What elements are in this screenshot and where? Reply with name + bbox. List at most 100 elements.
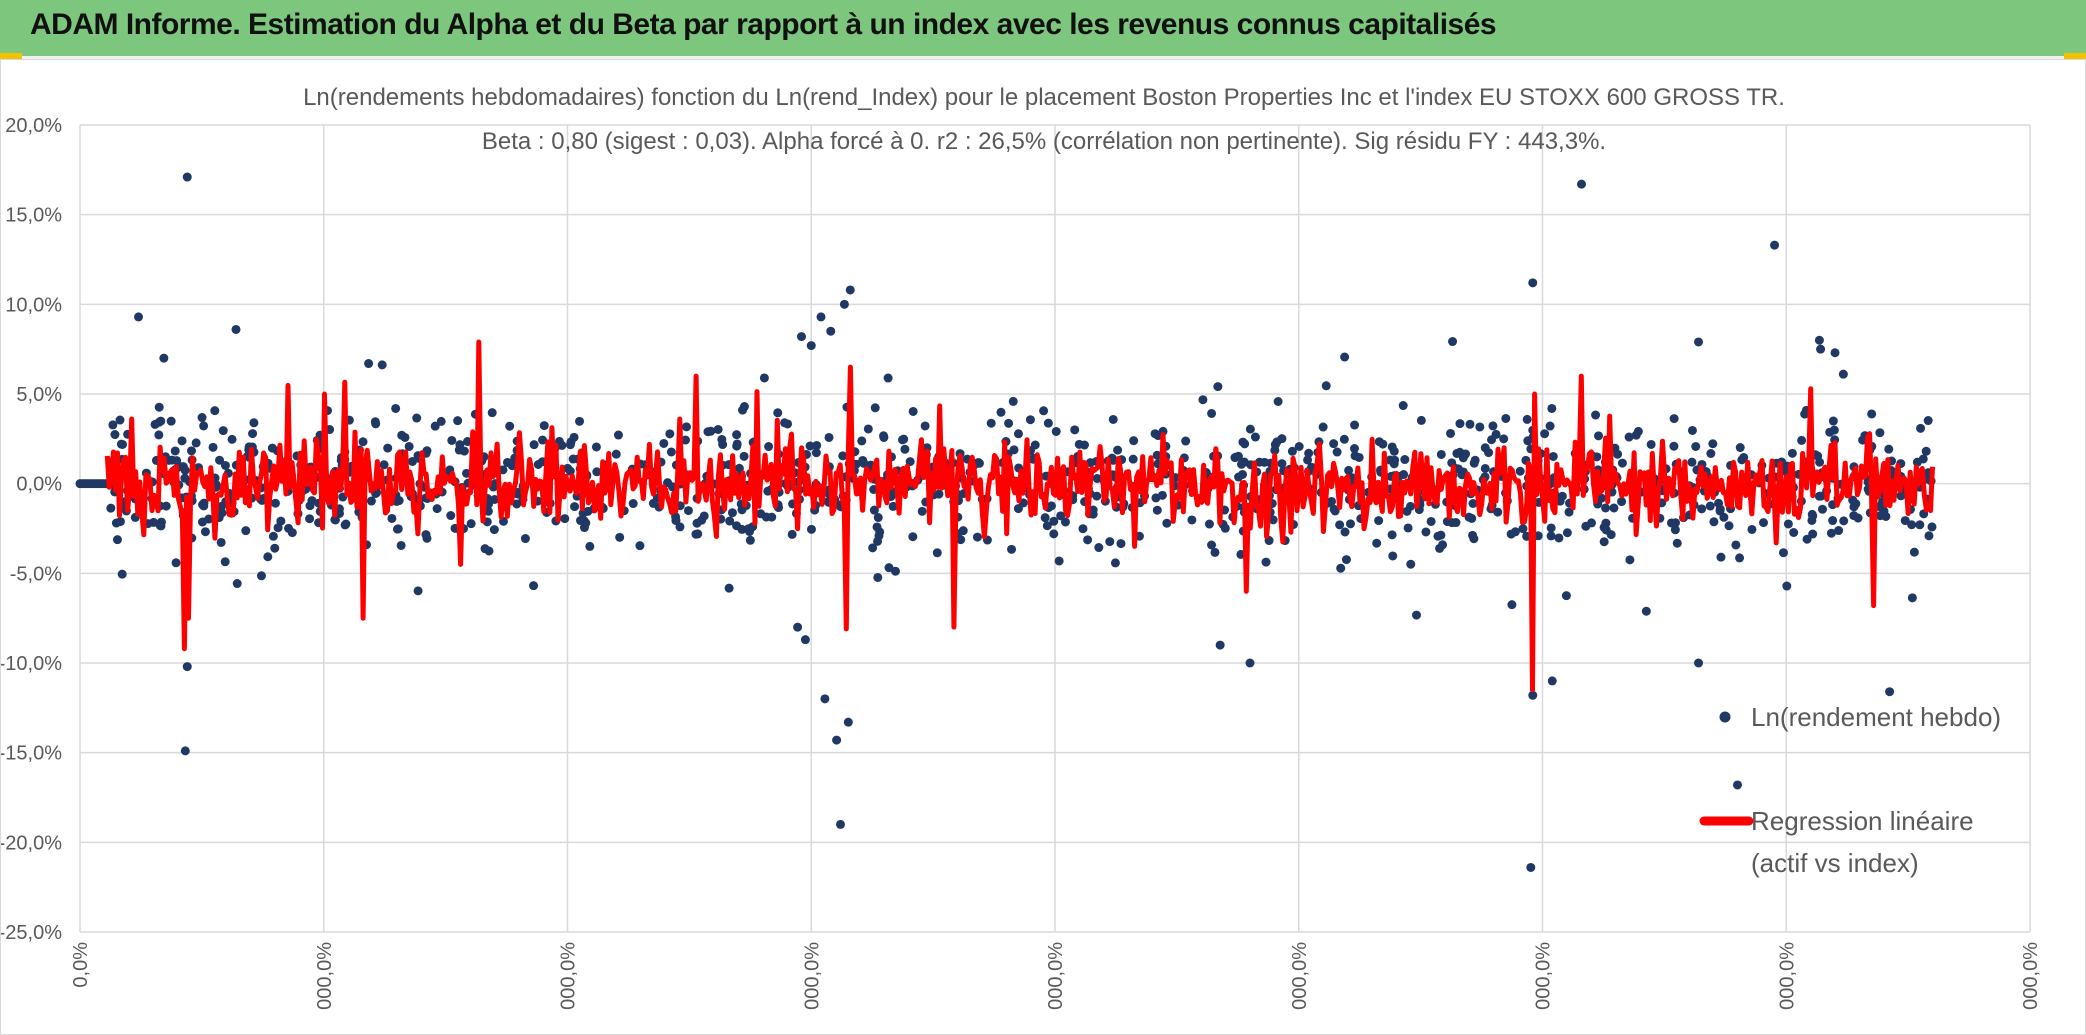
data-point (270, 543, 280, 553)
data-point (1448, 337, 1458, 347)
data-point (1378, 439, 1388, 449)
data-point (1687, 457, 1697, 467)
y-tick-label: 5,0% (16, 384, 62, 406)
data-point (115, 415, 125, 425)
data-point (575, 416, 585, 426)
data-point (1406, 559, 1416, 569)
data-point (215, 455, 225, 465)
data-point (579, 523, 589, 533)
data-point (512, 499, 522, 509)
data-point (591, 442, 601, 452)
data-point (1092, 473, 1102, 483)
chart-frame: 20,0% 15,0% 10,0% 5,0% 0,0% -5,0% -10,0% -15,0%… (0, 59, 2086, 1035)
data-point (706, 426, 716, 436)
data-point (1162, 518, 1172, 528)
data-point (490, 495, 500, 505)
data-point (177, 436, 187, 446)
data-point (400, 432, 410, 442)
data-point (806, 341, 816, 351)
data-point (1480, 463, 1490, 473)
x-tick-label: 000,0% (1776, 942, 1798, 1010)
data-point (1706, 449, 1716, 459)
data-point (1923, 416, 1933, 426)
data-point (1469, 458, 1479, 468)
data-point (241, 526, 251, 536)
data-point (1670, 525, 1680, 535)
y-tick-label: 10,0% (5, 294, 62, 316)
data-point (1060, 517, 1070, 527)
data-point (820, 694, 830, 704)
data-point (1013, 429, 1023, 439)
data-point (1181, 436, 1191, 446)
data-point (566, 437, 576, 447)
data-point (208, 442, 218, 452)
series-regression (104, 339, 1935, 693)
data-point (1046, 501, 1056, 511)
data-point (267, 443, 277, 453)
data-point (615, 532, 625, 542)
report-title: ADAM Informe. Estimation du Alpha et du … (30, 8, 1497, 41)
data-point (150, 419, 160, 429)
data-point (1340, 527, 1350, 537)
data-point (1388, 551, 1398, 561)
data-point (1128, 454, 1138, 464)
x-tick-label: 0,0% (70, 942, 92, 988)
data-point (116, 439, 126, 449)
data-point (1426, 516, 1436, 526)
x-tick-label: 000,0% (1533, 942, 1555, 1010)
data-point (1546, 531, 1556, 541)
data-point (1828, 416, 1838, 426)
data-point (826, 326, 836, 336)
data-point (592, 467, 602, 477)
data-point (824, 432, 834, 442)
data-point (739, 451, 749, 461)
data-point (691, 529, 701, 539)
data-point (161, 501, 171, 511)
data-point (455, 440, 465, 450)
data-point (1528, 690, 1538, 700)
data-point (1009, 445, 1019, 455)
data-point (1207, 408, 1217, 418)
data-point (1056, 511, 1066, 521)
data-point (1577, 179, 1586, 189)
data-point (1885, 687, 1895, 697)
data-point (1838, 369, 1848, 379)
data-point (869, 505, 879, 515)
data-point (671, 516, 681, 526)
data-point (413, 586, 423, 596)
data-point (330, 515, 340, 525)
data-point (883, 373, 893, 383)
chart-title-line2: Beta : 0,80 (sigest : 0,03). Alpha forcé… (482, 128, 1606, 155)
data-point (1731, 540, 1741, 550)
data-point (170, 446, 180, 456)
data-point (873, 513, 883, 523)
data-point (1800, 409, 1810, 419)
data-point (407, 456, 417, 466)
data-point (1830, 348, 1840, 358)
data-point (453, 416, 463, 426)
data-point (839, 299, 849, 309)
legend-label-regression-line1: Regression linéaire (1751, 806, 1974, 836)
data-point (1465, 419, 1475, 429)
data-point (1447, 518, 1457, 528)
data-point (613, 430, 623, 440)
data-point (920, 421, 930, 431)
data-point (1007, 544, 1017, 554)
data-point (305, 514, 315, 524)
data-point (1329, 439, 1339, 449)
data-point (539, 421, 549, 431)
data-point (1043, 418, 1053, 428)
data-point (1694, 658, 1703, 668)
data-point (745, 535, 755, 545)
data-point (1078, 524, 1088, 534)
data-point (446, 511, 456, 521)
data-point (1834, 526, 1844, 536)
data-point (1617, 497, 1627, 507)
data-point (1915, 520, 1925, 530)
data-point (1273, 397, 1283, 407)
data-point (377, 360, 387, 370)
data-point (1374, 516, 1384, 526)
data-point (1564, 507, 1574, 517)
data-point (805, 441, 815, 451)
data-point (186, 446, 196, 456)
